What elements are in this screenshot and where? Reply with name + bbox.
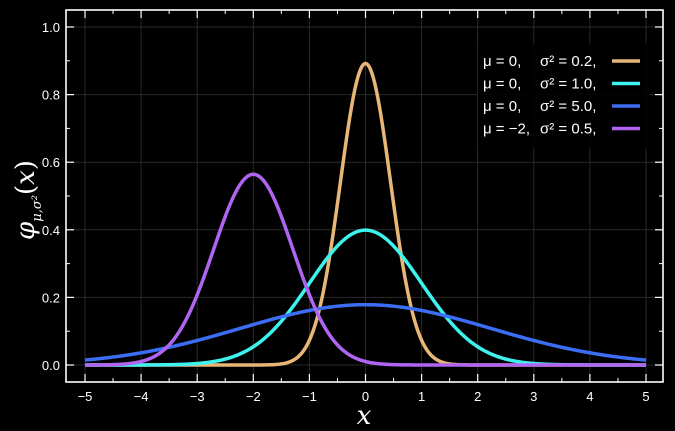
- y-tick-label: 1.0: [42, 20, 60, 35]
- x-tick-labels: −5 −4 −3 −2 −1 0 1 2 3 4 5: [78, 389, 650, 404]
- y-axis-title: φμ,σ²(x): [11, 160, 45, 240]
- x-tick-label: 1: [418, 389, 425, 404]
- svg-text:φμ,σ²(x): φμ,σ²(x): [11, 160, 45, 240]
- x-tick-label: 0: [362, 389, 369, 404]
- x-tick-label: −2: [246, 389, 261, 404]
- x-tick-label: −4: [134, 389, 149, 404]
- legend-variance-label: σ² = 0.2,: [540, 53, 596, 70]
- x-tick-label: −5: [78, 389, 93, 404]
- y-tick-label: 0.2: [42, 290, 60, 305]
- legend-mu-label: μ = 0,: [483, 98, 521, 115]
- y-tick-labels: 0.0 0.2 0.4 0.6 0.8 1.0: [42, 20, 60, 373]
- y-tick-label: 0.0: [42, 358, 60, 373]
- legend: μ = 0, σ² = 0.2, μ = 0, σ² = 1.0, μ = 0, σ² =…: [478, 44, 650, 148]
- series-curves: [84, 61, 647, 367]
- x-tick-label: 3: [530, 389, 537, 404]
- legend-mu-label: μ = 0,: [483, 53, 521, 70]
- legend-variance-label: σ² = 0.5,: [540, 121, 596, 138]
- series-line-4: [84, 172, 647, 367]
- legend-mu-label: μ = 0,: [483, 76, 521, 93]
- x-tick-label: −1: [302, 389, 317, 404]
- x-tick-label: −3: [190, 389, 205, 404]
- axis-ticks: [66, 10, 663, 382]
- y-tick-label: 0.4: [42, 223, 60, 238]
- x-axis-title: x: [357, 401, 372, 431]
- legend-variance-label: σ² = 1.0,: [540, 76, 596, 93]
- x-tick-label: 4: [586, 389, 593, 404]
- y-tick-label: 0.8: [42, 88, 60, 103]
- legend-mu-label: μ = −2,: [483, 121, 530, 138]
- series-line-3: [84, 302, 647, 362]
- x-tick-label: 2: [474, 389, 481, 404]
- legend-variance-label: σ² = 5.0,: [540, 98, 596, 115]
- y-tick-label: 0.6: [42, 155, 60, 170]
- x-tick-label: 5: [642, 389, 649, 404]
